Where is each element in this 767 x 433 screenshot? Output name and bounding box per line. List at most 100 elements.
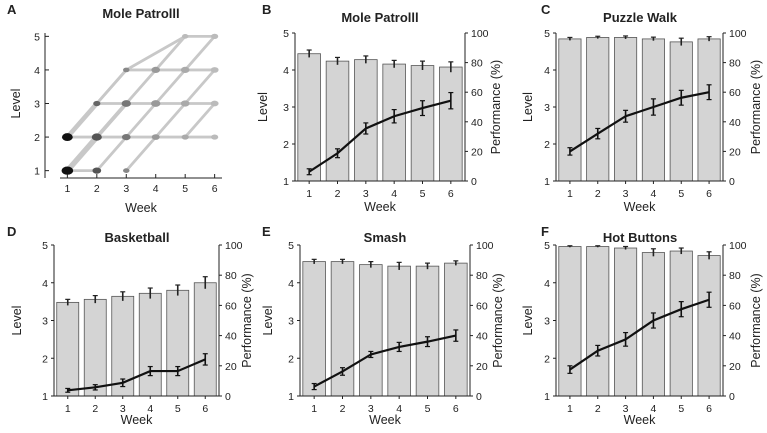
panel-letter: A <box>7 2 17 17</box>
x-tick-label: 6 <box>202 403 208 415</box>
performance-bar <box>56 301 80 397</box>
performance-bar <box>614 37 638 182</box>
y-tick-label: 3 <box>34 99 40 111</box>
x-tick-label: 3 <box>363 188 369 200</box>
x-tick-label: 2 <box>595 403 601 415</box>
y-tick-label: 1 <box>34 166 40 178</box>
panel-letter: D <box>7 224 16 239</box>
x-tick-label: 4 <box>153 183 159 195</box>
y2-axis-label: Performance (%) <box>240 273 254 367</box>
y-tick-label: 2 <box>544 139 550 151</box>
panel-letter: B <box>262 2 271 17</box>
x-tick-label: 2 <box>94 183 100 195</box>
x-tick-label: 2 <box>335 188 341 200</box>
y2-axis-label: Performance (%) <box>489 60 503 154</box>
y-tick-label: 1 <box>42 391 48 403</box>
transition-line <box>183 68 217 105</box>
y-tick-label: 4 <box>544 65 550 77</box>
chart-title: Puzzle Walk <box>603 10 678 25</box>
x-axis-label: Week <box>121 413 153 427</box>
y2-tick-label: 80 <box>471 58 483 70</box>
level-dot <box>180 66 190 74</box>
y-tick-label: 2 <box>544 353 550 365</box>
transition-line <box>183 34 217 72</box>
panel-letter: F <box>541 224 549 239</box>
y-tick-label: 3 <box>42 316 48 328</box>
transition-line <box>124 34 187 72</box>
y2-tick-label: 80 <box>225 270 237 282</box>
level-dot <box>151 100 161 107</box>
y2-tick-label: 0 <box>476 391 482 403</box>
x-tick-label: 5 <box>420 188 426 200</box>
level-dot <box>123 67 130 73</box>
y2-tick-label: 100 <box>476 240 494 252</box>
panel-a: A Mole Patrolll 1 2 3 4 5 6 1 2 3 4 5 Week Level <box>7 2 222 215</box>
x-tick-label: 4 <box>650 188 656 200</box>
transition-line <box>183 102 217 139</box>
performance-bar <box>439 66 463 182</box>
transition-line <box>124 102 158 139</box>
x-tick-label: 5 <box>175 403 181 415</box>
y2-tick-label: 20 <box>729 146 741 158</box>
y-tick-label: 4 <box>42 278 48 290</box>
y-tick-label: 3 <box>288 316 294 328</box>
performance-bar <box>138 292 162 397</box>
x-tick-label: 1 <box>567 403 573 415</box>
performance-bar <box>302 261 326 397</box>
x-tick-label: 4 <box>650 403 656 415</box>
y2-tick-label: 20 <box>729 361 741 373</box>
x-tick-label: 1 <box>567 188 573 200</box>
panel-d: D Basketball 1 2 3 4 5 6 1 2 3 4 5 0 20 40 60 80 100 Week Le… <box>7 224 254 427</box>
y2-tick-label: 80 <box>476 270 488 282</box>
transition-line <box>124 68 158 105</box>
y-tick-label: 5 <box>288 240 294 252</box>
y-tick-label: 2 <box>288 353 294 365</box>
y2-axis-label: Performance (%) <box>491 273 505 367</box>
x-tick-label: 4 <box>396 403 402 415</box>
y-tick-label: 4 <box>34 65 40 77</box>
y2-tick-label: 80 <box>729 58 741 70</box>
performance-bar <box>193 282 217 397</box>
x-tick-label: 6 <box>453 403 459 415</box>
x-tick-label: 3 <box>623 403 629 415</box>
x-tick-label: 3 <box>623 188 629 200</box>
transition-line <box>124 135 158 173</box>
level-line <box>569 298 710 371</box>
y2-tick-label: 60 <box>729 300 741 312</box>
x-axis-label: Week <box>369 413 401 427</box>
x-tick-label: 4 <box>147 403 153 415</box>
x-axis-label: Week <box>624 413 656 427</box>
y-tick-label: 2 <box>34 132 40 144</box>
x-tick-label: 2 <box>340 403 346 415</box>
y-tick-label: 1 <box>544 391 550 403</box>
level-dot <box>61 166 74 175</box>
x-tick-label: 6 <box>706 403 712 415</box>
panel-letter: E <box>262 224 271 239</box>
y-tick-label: 5 <box>34 31 40 43</box>
performance-bar <box>354 59 378 182</box>
panel-f: F Hot Buttons 1 2 3 4 5 6 1 2 3 4 5 0 20 40 60 80 100 Week L… <box>521 224 763 427</box>
level-dot <box>210 67 219 73</box>
x-tick-label: 3 <box>123 183 129 195</box>
panel-b: B Mole Patrolll 1 2 3 4 5 6 1 2 3 4 5 0 20 40 60 80 100 Wee… <box>256 2 503 214</box>
performance-bar <box>669 250 693 397</box>
chart-title: Basketball <box>104 230 169 245</box>
y2-axis-label: Performance (%) <box>749 273 763 367</box>
y-axis-label: Level <box>521 92 535 122</box>
y-tick-label: 3 <box>283 102 289 114</box>
y2-tick-label: 60 <box>225 300 237 312</box>
y-axis-label: Level <box>10 306 24 336</box>
level-dot <box>121 133 131 141</box>
x-tick-label: 2 <box>92 403 98 415</box>
x-tick-label: 1 <box>306 188 312 200</box>
panel-letter: C <box>541 2 551 17</box>
x-tick-label: 5 <box>678 188 684 200</box>
y-tick-label: 3 <box>544 316 550 328</box>
performance-bar <box>166 289 190 397</box>
performance-bar <box>359 264 383 397</box>
x-tick-label: 6 <box>448 188 454 200</box>
performance-bar <box>410 65 435 182</box>
performance-bar <box>614 247 638 397</box>
level-line <box>67 358 206 392</box>
